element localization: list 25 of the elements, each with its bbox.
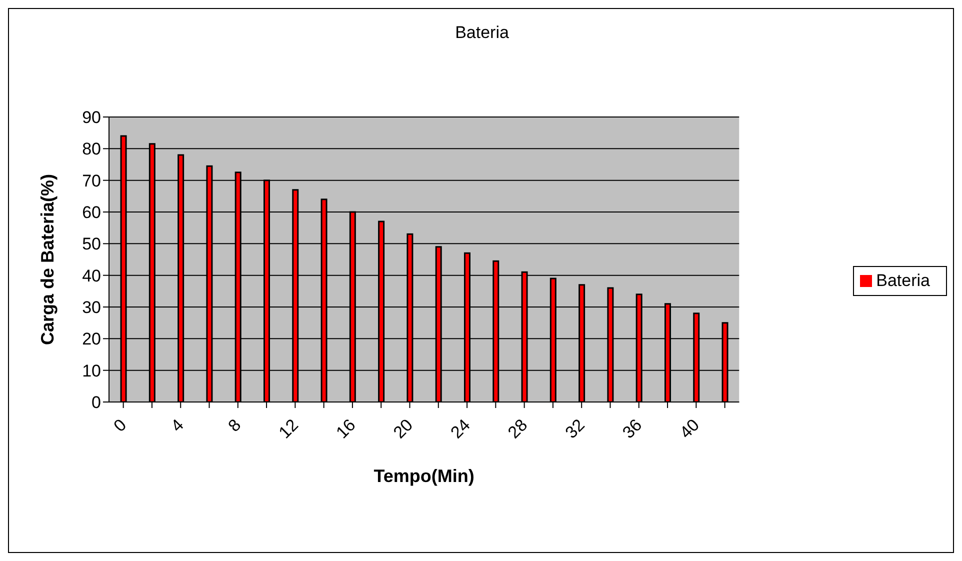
y-tick-label: 20: [82, 330, 101, 349]
x-tick-label: 8: [224, 415, 245, 436]
y-tick-label: 10: [82, 361, 101, 380]
x-tick-label: 0: [110, 415, 130, 436]
y-tick-label: 60: [82, 203, 101, 222]
x-tick-label: 28: [504, 415, 532, 442]
x-tick-label: 24: [447, 415, 474, 442]
y-tick-label: 80: [82, 140, 101, 159]
x-tick-label: 12: [275, 415, 302, 442]
y-axis-title: Carga de Bateria(%): [37, 174, 58, 346]
x-tick-label: 36: [618, 415, 646, 442]
y-tick-label: 30: [82, 298, 101, 318]
y-tick-label: 50: [82, 234, 101, 254]
legend-label: Bateria: [876, 270, 930, 290]
x-tick-label: 20: [390, 415, 417, 442]
y-tick-label: 0: [92, 393, 101, 412]
y-tick-label: 40: [82, 266, 101, 286]
x-tick-label: 16: [332, 415, 360, 442]
x-tick-label: 40: [676, 415, 703, 442]
y-tick-label: 90: [82, 108, 101, 128]
x-tick-label: 32: [562, 415, 588, 442]
x-axis-title: Tempo(Min): [374, 466, 474, 486]
x-tick-label: 4: [167, 415, 188, 436]
chart-title: Bateria: [454, 23, 510, 43]
y-tick-label: 70: [82, 171, 101, 190]
